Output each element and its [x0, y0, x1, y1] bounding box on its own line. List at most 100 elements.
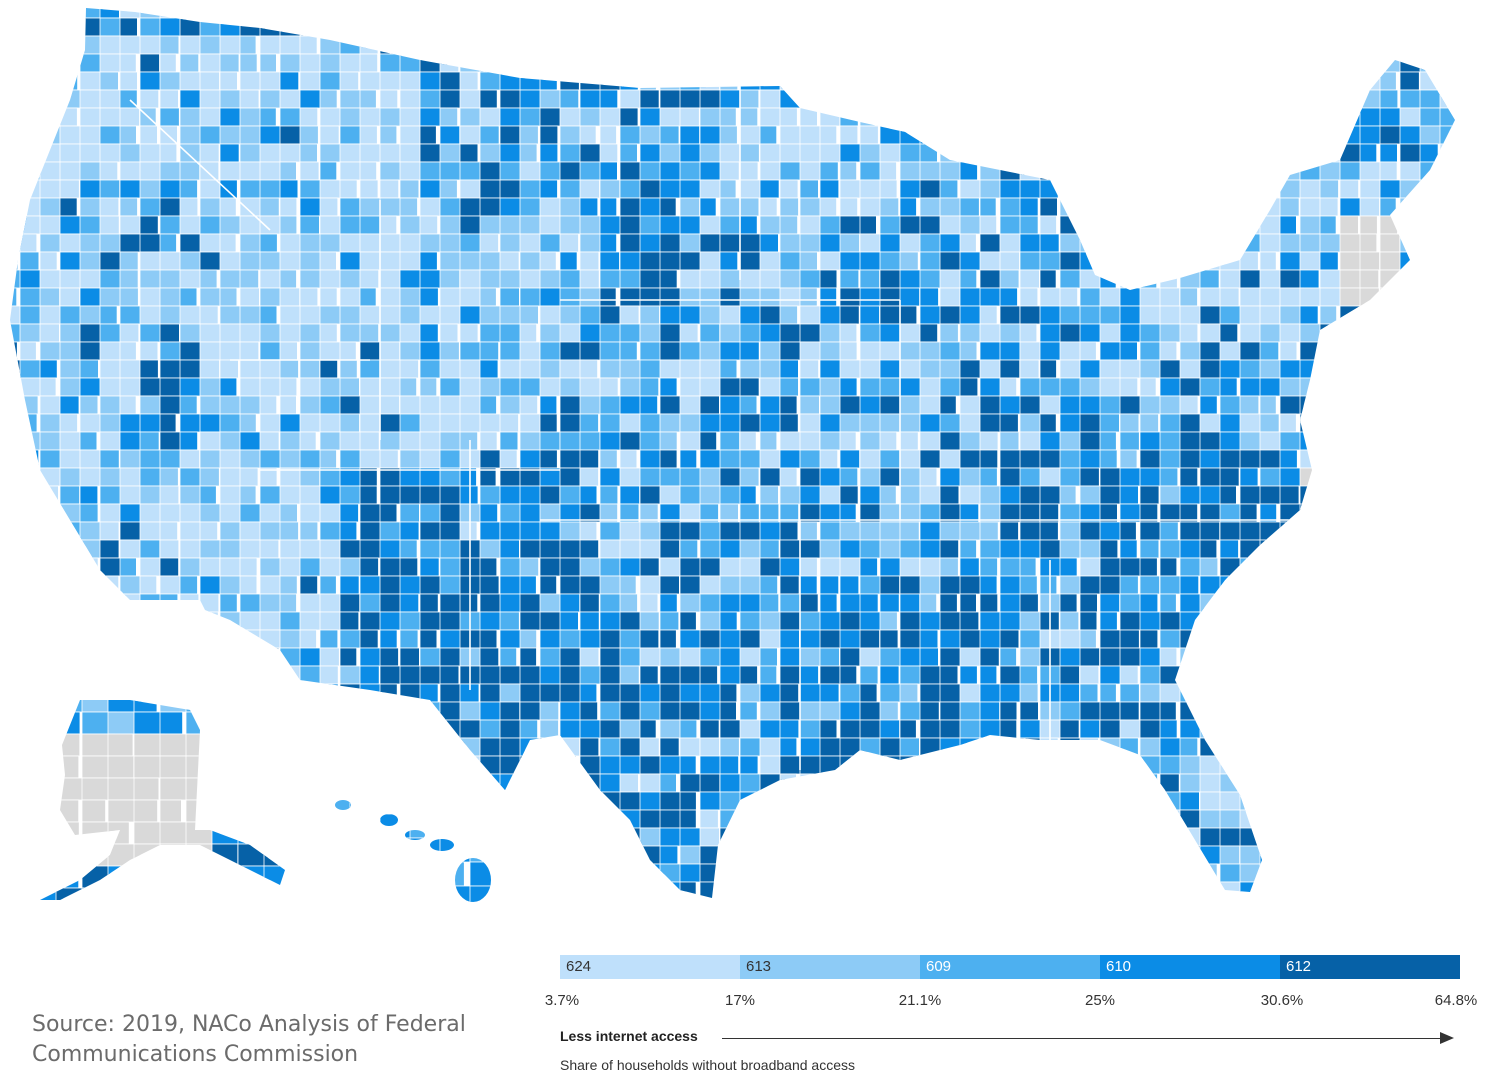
- county-cell: [211, 777, 235, 801]
- county-cell: [1219, 755, 1238, 775]
- county-cell: [319, 665, 339, 685]
- county-cell: [1200, 900, 1223, 918]
- county-cell: [439, 431, 461, 451]
- county-cell: [679, 431, 703, 451]
- county-cell: [599, 125, 617, 145]
- county-cell: [1240, 936, 1266, 940]
- county-cell: [1379, 683, 1401, 703]
- county-cell: [1399, 593, 1426, 613]
- county-cell: [959, 593, 977, 613]
- county-cell: [239, 8, 258, 19]
- county-cell: [979, 305, 998, 325]
- county-cell: [79, 611, 98, 631]
- county-cell: [1199, 593, 1224, 613]
- county-cell: [1219, 863, 1243, 883]
- county-cell: [979, 233, 1001, 253]
- county-cell: [1480, 810, 1488, 828]
- county-cell: [779, 215, 799, 235]
- county-cell: [139, 665, 161, 685]
- county-cell: [219, 485, 244, 505]
- county-cell: [1139, 107, 1158, 127]
- county-cell: [19, 143, 38, 163]
- county-cell: [1480, 720, 1488, 738]
- county-cell: [619, 863, 646, 883]
- county-cell: [759, 539, 780, 559]
- county-cell: [1379, 431, 1400, 451]
- county-cell: [659, 575, 680, 595]
- county-cell: [239, 305, 262, 325]
- county-cell: [779, 359, 799, 379]
- county-cell: [40, 843, 57, 867]
- county-cell: [1159, 143, 1184, 163]
- county-cell: [879, 395, 901, 415]
- county-cell: [939, 35, 962, 55]
- county-cell: [859, 323, 884, 343]
- county-cell: [1339, 557, 1368, 577]
- county-cell: [1259, 557, 1280, 577]
- county-cell: [19, 395, 39, 415]
- county-cell: [999, 17, 1020, 37]
- county-cell: [900, 900, 918, 918]
- county-cell: [120, 900, 144, 918]
- county-cell: [279, 503, 298, 523]
- county-cell: [1399, 341, 1423, 361]
- county-cell: [819, 521, 844, 541]
- county-cell: [459, 17, 485, 37]
- county-cell: [859, 143, 883, 163]
- county-cell: [39, 701, 60, 721]
- county-cell: [419, 557, 440, 577]
- county-cell: [919, 431, 944, 451]
- county-cell: [399, 719, 420, 739]
- county-cell: [600, 918, 625, 936]
- county-cell: [1379, 593, 1408, 613]
- county-cell: [659, 8, 682, 19]
- county-cell: [719, 71, 739, 91]
- county-cell: [219, 413, 242, 433]
- county-cell: [319, 89, 338, 109]
- county-cell: [1239, 683, 1264, 703]
- county-cell: [1379, 773, 1402, 793]
- county-cell: [559, 485, 582, 505]
- county-cell: [1339, 359, 1367, 379]
- county-cell: [59, 485, 81, 505]
- county-cell: [539, 35, 565, 55]
- county-cell: [19, 809, 41, 829]
- county-cell: [839, 809, 865, 829]
- county-cell: [299, 737, 324, 757]
- county-cell: [19, 161, 42, 181]
- county-cell: [1059, 35, 1077, 55]
- county-cell: [199, 233, 223, 253]
- county-cell: [719, 17, 738, 37]
- county-cell: [579, 737, 600, 757]
- county-cell: [1139, 17, 1160, 37]
- county-cell: [619, 791, 642, 811]
- county-cell: [1159, 107, 1186, 127]
- county-cell: [260, 918, 279, 936]
- county-cell: [499, 125, 521, 145]
- county-cell: [659, 593, 678, 613]
- county-cell: [1139, 557, 1158, 577]
- county-cell: [39, 89, 58, 109]
- county-cell: [1239, 665, 1260, 685]
- county-cell: [439, 269, 461, 289]
- county-cell: [100, 900, 120, 918]
- county-cell: [10, 89, 28, 109]
- county-cell: [1399, 827, 1424, 847]
- county-cell: [10, 143, 27, 163]
- county-cell: [1419, 683, 1446, 703]
- county-cell: [99, 71, 119, 91]
- county-cell: [539, 719, 559, 739]
- county-cell: [1339, 341, 1364, 361]
- county-cell: [259, 521, 281, 541]
- county-cell: [1399, 449, 1418, 469]
- county-cell: [999, 737, 1028, 757]
- county-cell: [1059, 773, 1079, 793]
- county-cell: [139, 197, 162, 217]
- county-cell: [739, 791, 759, 811]
- county-cell: [1399, 863, 1423, 883]
- county-cell: [199, 287, 221, 307]
- county-cell: [263, 755, 285, 779]
- county-cell: [1279, 53, 1306, 73]
- county-cell: [819, 269, 838, 289]
- county-cell: [259, 413, 283, 433]
